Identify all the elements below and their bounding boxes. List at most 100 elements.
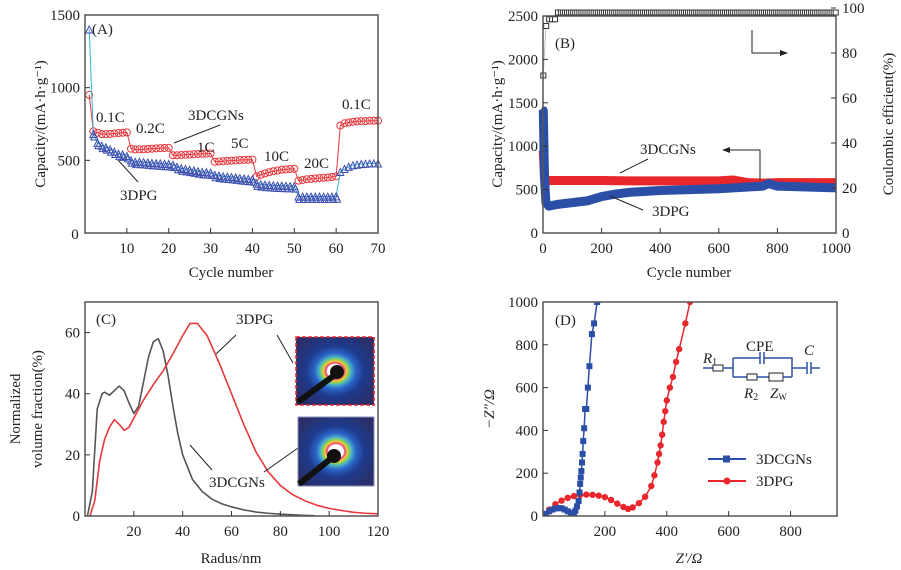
rate-label-4: 10C [264, 149, 289, 165]
rate-label-6: 0.1C [342, 97, 371, 113]
data-point [564, 494, 571, 502]
x-tick-label: 30 [203, 241, 218, 257]
data-point [281, 165, 290, 174]
data-point [561, 506, 568, 513]
circuit-label-cpe: CPE [746, 339, 774, 355]
data-point [182, 166, 191, 176]
data-point [311, 194, 321, 204]
data-point [365, 116, 374, 125]
data-point [369, 158, 379, 168]
panel-b-frame [542, 15, 837, 234]
y-tick-label: 500 [516, 183, 539, 199]
data-point [570, 492, 578, 500]
data-point [336, 167, 345, 176]
y-tick-label: 60 [65, 326, 80, 342]
data-point [194, 149, 203, 158]
data-point [319, 173, 328, 182]
data-point [575, 498, 582, 505]
x-tick-label: 600 [717, 524, 740, 540]
data-point [584, 384, 591, 391]
data-point [586, 363, 593, 370]
legend: 3DCGNs 3DPG [708, 452, 812, 490]
c-label-3dcgns: 3DCGNs [209, 475, 265, 491]
panel-c-label: (C) [96, 312, 116, 328]
panel-a-label: (A) [92, 22, 113, 38]
data-point [256, 170, 265, 179]
data-point [236, 175, 246, 185]
panel-c: 20 40 60 80 100 120 0 20 40 60 (C) 3DPG 3DCGNs Ra… [8, 301, 389, 567]
data-point [583, 406, 590, 412]
data-point [257, 182, 267, 191]
data-point [543, 23, 550, 29]
data-point [165, 161, 175, 171]
panel-d: 200 400 600 800 0 200 400 600 800 1000 (D) CPE R1… [482, 295, 838, 567]
data-point [660, 418, 667, 426]
data-point [156, 144, 165, 153]
data-point [248, 155, 257, 164]
x-tick-label: 600 [708, 241, 731, 257]
data-point [332, 194, 342, 203]
data-point [307, 174, 316, 183]
a-leader-3dpg [117, 159, 139, 183]
x-tick-label: 1000 [821, 241, 851, 257]
data-point [290, 164, 299, 173]
data-point [277, 165, 286, 174]
b-leader-3dcgns [619, 158, 649, 174]
data-point [315, 174, 324, 183]
x-tick-label: 20 [126, 524, 141, 540]
legend-label-3dpg: 3DPG [756, 474, 794, 490]
data-point [295, 194, 304, 204]
data-point [572, 507, 579, 514]
b-arrowhead-left [722, 147, 730, 153]
data-point [115, 151, 124, 161]
data-point [232, 175, 241, 184]
c-label-3dpg: 3DPG [236, 312, 274, 328]
data-point [669, 373, 677, 381]
panel-a: 10 20 30 40 50 60 70 0 500 1000 1500 (A) 0.1C 0.2C… [33, 8, 386, 281]
data-point [286, 165, 295, 174]
c-leader-3dcgns-inset [263, 447, 299, 473]
data-point [657, 442, 664, 449]
data-point [136, 159, 145, 169]
data-point [320, 194, 329, 204]
series-line-3dcgns [88, 94, 379, 182]
x-tick-label: 10 [119, 241, 134, 257]
panel-d-ticks: 200 400 600 800 0 200 400 600 800 1000 [508, 295, 802, 540]
y-tick-label: 0 [531, 509, 539, 525]
y-tick-label: 0 [531, 226, 539, 242]
y-right-tick-label: 0 [842, 226, 850, 242]
data-point [666, 384, 674, 391]
data-point [344, 118, 353, 127]
data-point [567, 509, 574, 516]
x-tick-label: 50 [287, 241, 302, 257]
data-point [365, 158, 374, 168]
data-point [224, 174, 233, 183]
y-right-tick-label: 60 [842, 91, 857, 107]
data-point [591, 320, 598, 327]
data-point [294, 176, 303, 185]
data-point [161, 161, 170, 171]
data-point [139, 145, 148, 154]
data-point [578, 468, 585, 475]
data-point [265, 182, 275, 192]
data-point [152, 160, 162, 170]
circuit-label-r2: R2 [743, 386, 758, 403]
series-line-3dpg [89, 322, 379, 517]
data-point [240, 176, 250, 185]
y-tick-label: 1000 [50, 81, 80, 97]
data-point [198, 169, 208, 179]
data-point [249, 176, 258, 186]
data-point [123, 153, 133, 163]
data-point [106, 129, 115, 138]
data-point [244, 155, 253, 164]
y-tick-label: 500 [58, 153, 81, 169]
data-point [173, 164, 183, 174]
panel-c-marks [86, 322, 379, 517]
y-tick-label: 400 [516, 423, 539, 439]
data-point [147, 144, 156, 153]
data-point [219, 157, 228, 166]
data-point [185, 150, 194, 159]
data-point [579, 450, 586, 457]
data-point [303, 194, 313, 204]
circuit-label-zw: ZW [770, 386, 787, 402]
